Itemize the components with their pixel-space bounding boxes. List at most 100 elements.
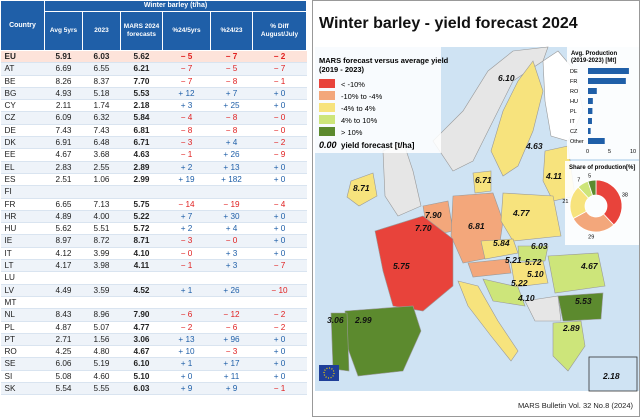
value-cell: 6.91 xyxy=(44,136,83,150)
legend-title-line1: MARS forecast versus average yield xyxy=(319,56,449,65)
table-row: DE 7.43 7.43 6.81− 8− 8− 0 xyxy=(0,124,307,138)
value-cell: 4.52 xyxy=(120,284,163,297)
value-cell: + 3 xyxy=(210,247,253,261)
romania-shape xyxy=(547,252,606,294)
map-value-label: 3.06 xyxy=(327,315,344,325)
value-cell: + 19 xyxy=(162,173,211,187)
value-cell: + 182 xyxy=(210,173,253,187)
country-shapes xyxy=(330,46,606,377)
value-cell: 1.06 xyxy=(82,173,121,187)
czech-shape xyxy=(480,238,519,260)
pie-slice xyxy=(587,179,597,197)
eu-stars-icon xyxy=(323,367,335,379)
country-cell: LT xyxy=(0,259,45,273)
value-cell: 2.18 xyxy=(120,99,163,113)
value-cell: 4.12 xyxy=(44,247,83,261)
value-cell: 5.55 xyxy=(82,382,121,396)
bar-chart-title-line2: (2019-2023) [Mt] xyxy=(571,58,616,64)
value-cell: + 2 xyxy=(162,222,211,236)
value-cell: 4.00 xyxy=(82,210,121,224)
value-cell: 5.51 xyxy=(82,222,121,236)
value-cell: − 3 xyxy=(162,234,211,248)
value-cell: − 14 xyxy=(162,198,211,211)
table-row: SK 5.54 5.55 6.03 + 9 + 9− 1 xyxy=(0,382,307,396)
value-cell xyxy=(210,271,253,285)
legend-swatch xyxy=(319,79,335,88)
value-cell: 2.71 xyxy=(44,333,83,347)
bar-category-label: CZ xyxy=(570,129,578,135)
map-value-label: 5.21 xyxy=(505,255,522,265)
country-cell: SE xyxy=(0,357,45,371)
table-row: SE 6.06 5.19 6.10 + 1 + 17 + 0 xyxy=(0,357,307,371)
value-cell: 4.25 xyxy=(44,345,83,359)
value-cell: 5.54 xyxy=(44,382,83,396)
country-cell: CZ xyxy=(0,111,45,125)
table-row: IT 4.12 3.99 4.10− 0 + 3 + 0 xyxy=(0,247,307,261)
cyprus-inset xyxy=(588,356,638,392)
value-cell: 6.03 xyxy=(120,382,163,396)
value-cell: 1.56 xyxy=(82,333,121,347)
column-header-row: Avg 5yrs 2023 MARS 2024 forecasts %24/5yrs%… xyxy=(1,11,308,51)
value-cell: 5.72 xyxy=(120,222,163,236)
value-cell: 4.89 xyxy=(44,210,83,224)
legend-yield-text: yield forecast [t/ha] xyxy=(341,141,415,150)
yield-table-panel: Country Winter barley (t/ha) Avg 5yrs 202… xyxy=(0,0,308,417)
value-cell: 7.70 xyxy=(120,75,163,88)
value-cell: − 7 xyxy=(252,259,307,273)
value-cell: 8.97 xyxy=(44,234,83,248)
pie-slice-label: 29 xyxy=(588,235,594,241)
value-cell: 5.07 xyxy=(82,321,121,334)
production-bar xyxy=(588,128,591,134)
legend-swatch xyxy=(319,127,335,136)
table-row: LU xyxy=(0,271,307,285)
value-cell xyxy=(82,185,121,199)
production-bar xyxy=(588,118,592,124)
map-value-label: 5.75 xyxy=(393,261,410,271)
production-bar xyxy=(588,108,593,114)
value-cell: − 19 xyxy=(210,198,253,211)
value-cell: − 6 xyxy=(162,308,211,322)
pie-slice xyxy=(595,179,623,226)
value-cell: 4.67 xyxy=(44,148,83,162)
value-cell xyxy=(210,185,253,199)
value-cell: + 11 xyxy=(210,370,253,384)
map-value-label: 5.53 xyxy=(575,296,592,306)
bar-category-label: HU xyxy=(570,99,578,105)
cyprus-inset-value: 2.18 xyxy=(602,371,620,381)
value-cell: − 7 xyxy=(162,62,211,76)
bar-category-label: FR xyxy=(570,79,577,85)
value-cell: − 5 xyxy=(162,50,211,64)
legend-label: < -10% xyxy=(341,80,365,89)
value-cell: + 17 xyxy=(210,357,253,371)
table-row: IE 8.97 8.72 8.71− 3− 0 + 0 xyxy=(0,234,307,248)
value-cell: − 10 xyxy=(252,284,307,297)
value-cell: + 9 xyxy=(210,382,253,396)
value-cell: − 0 xyxy=(162,247,211,261)
bar-chart-title-line1: Avg. Production xyxy=(571,51,617,57)
value-cell: 5.62 xyxy=(44,222,83,236)
map-value-label: 4.10 xyxy=(517,293,535,303)
value-cell: 5.62 xyxy=(120,50,163,64)
map-value-label: 4.11 xyxy=(545,171,562,181)
value-cell: + 0 xyxy=(252,210,307,224)
value-cell: − 2 xyxy=(252,136,307,150)
country-cell: PL xyxy=(0,321,45,334)
table-row: HU 5.62 5.51 5.72 + 2 + 4 + 0 xyxy=(0,222,307,236)
value-cell: 5.22 xyxy=(120,210,163,224)
value-cell: + 3 xyxy=(162,99,211,113)
country-cell: BG xyxy=(0,87,45,101)
bar-category-label: DE xyxy=(570,69,578,75)
value-cell: + 10 xyxy=(162,345,211,359)
value-cell: + 9 xyxy=(162,382,211,396)
bar-category-label: RO xyxy=(570,89,579,95)
value-cell: 4.10 xyxy=(120,247,163,261)
value-cell: 3.98 xyxy=(82,259,121,273)
map-value-label: 5.84 xyxy=(493,238,510,248)
table-row: EE 4.67 3.68 4.63− 1 + 26− 9 xyxy=(0,148,307,162)
production-bar xyxy=(588,88,597,94)
legend-items: < -10% -10% to -4% -4% to 4% 4% to 10% > 10% xyxy=(319,79,383,137)
value-cell: − 8 xyxy=(210,75,253,88)
value-cell: − 0 xyxy=(210,234,253,248)
table-row: LV 4.49 3.59 4.52 + 1 + 26− 10 xyxy=(0,284,307,297)
column-header-2: MARS 2024 forecasts xyxy=(120,11,163,51)
